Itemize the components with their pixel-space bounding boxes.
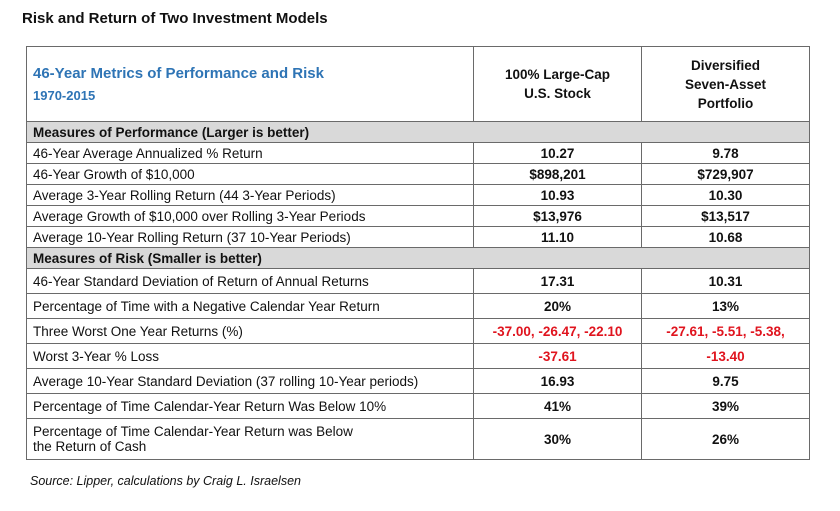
section-risk-row: Measures of Risk (Smaller is better) [26,247,810,269]
column-header-large-cap: 100% Large-Cap U.S. Stock [473,46,642,122]
row-label: Percentage of Time Calendar-Year Return … [26,393,474,419]
metrics-table: 46-Year Metrics of Performance and Risk … [26,46,810,460]
row-value-large-cap: -37.00, -26.47, -22.10 [473,318,642,344]
table-header-title: 46-Year Metrics of Performance and Risk [33,65,324,82]
row-value-large-cap: 10.27 [473,142,642,164]
row-value-large-cap: 20% [473,293,642,319]
table-header-subtitle: 1970-2015 [33,88,96,103]
table-row: Worst 3-Year % Loss -37.61 -13.40 [26,343,810,369]
table-row: Percentage of Time Calendar-Year Return … [26,393,810,419]
source-note: Source: Lipper, calculations by Craig L.… [30,474,301,488]
table-header-title-cell: 46-Year Metrics of Performance and Risk … [26,46,474,122]
section-performance-label: Measures of Performance (Larger is bette… [26,121,810,143]
row-value-large-cap: 30% [473,418,642,460]
row-value-large-cap: 16.93 [473,368,642,394]
row-label: Average 3-Year Rolling Return (44 3-Year… [26,184,474,206]
column-header-line: 100% Large-Cap [504,67,611,82]
row-value-large-cap: 11.10 [473,226,642,248]
row-value-diversified: -13.40 [641,343,810,369]
row-label: Three Worst One Year Returns (%) [26,318,474,344]
row-value-diversified: 13% [641,293,810,319]
section-risk-label: Measures of Risk (Smaller is better) [26,247,810,269]
row-value-diversified: 10.31 [641,268,810,294]
column-header-line: U.S. Stock [524,86,591,101]
column-header-line: Portfolio [697,95,754,111]
section-performance-row: Measures of Performance (Larger is bette… [26,121,810,143]
row-value-diversified: 39% [641,393,810,419]
row-value-large-cap: $898,201 [473,163,642,185]
row-value-large-cap: $13,976 [473,205,642,227]
table-row: 46-Year Growth of $10,000 $898,201 $729,… [26,163,810,185]
column-header-diversified: Diversified Seven-Asset Portfolio [641,46,810,122]
table-row: Average 10-Year Rolling Return (37 10-Ye… [26,226,810,248]
row-label: Average 10-Year Standard Deviation (37 r… [26,368,474,394]
row-value-diversified: 26% [641,418,810,460]
row-label: 46-Year Growth of $10,000 [26,163,474,185]
row-label: Percentage of Time with a Negative Calen… [26,293,474,319]
row-value-diversified: 9.78 [641,142,810,164]
table-row: Average Growth of $10,000 over Rolling 3… [26,205,810,227]
row-label: Percentage of Time Calendar-Year Return … [26,418,474,460]
row-value-diversified: -27.61, -5.51, -5.38, [641,318,810,344]
column-header-line: Seven-Asset [684,76,767,92]
table-row: 46-Year Standard Deviation of Return of … [26,268,810,294]
row-label-line: Percentage of Time Calendar-Year Return … [33,424,353,439]
column-header-line: Diversified [690,57,761,73]
row-label: Average 10-Year Rolling Return (37 10-Ye… [26,226,474,248]
row-value-diversified: $13,517 [641,205,810,227]
row-value-diversified: 10.68 [641,226,810,248]
row-value-large-cap: -37.61 [473,343,642,369]
row-value-large-cap: 17.31 [473,268,642,294]
row-label: 46-Year Standard Deviation of Return of … [26,268,474,294]
row-value-diversified: 10.30 [641,184,810,206]
row-value-large-cap: 41% [473,393,642,419]
table-row: Percentage of Time Calendar-Year Return … [26,418,810,460]
row-label: Worst 3-Year % Loss [26,343,474,369]
table-header-row: 46-Year Metrics of Performance and Risk … [26,46,810,122]
table-row: 46-Year Average Annualized % Return 10.2… [26,142,810,164]
page-title: Risk and Return of Two Investment Models [22,10,328,27]
row-value-diversified: 9.75 [641,368,810,394]
row-value-large-cap: 10.93 [473,184,642,206]
table-row: Average 3-Year Rolling Return (44 3-Year… [26,184,810,206]
table-row: Average 10-Year Standard Deviation (37 r… [26,368,810,394]
row-label: Average Growth of $10,000 over Rolling 3… [26,205,474,227]
table-row: Three Worst One Year Returns (%) -37.00,… [26,318,810,344]
row-value-diversified: $729,907 [641,163,810,185]
row-label-line: the Return of Cash [33,439,147,454]
row-label: 46-Year Average Annualized % Return [26,142,474,164]
table-row: Percentage of Time with a Negative Calen… [26,293,810,319]
